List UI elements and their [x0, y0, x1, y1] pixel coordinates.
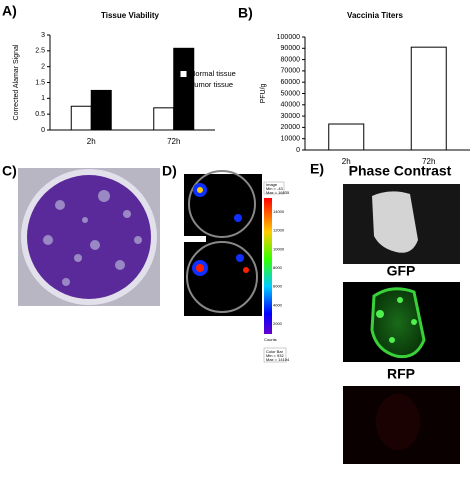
y-tick-label: 2.5	[35, 48, 45, 55]
colorbar-text: Max = 14104	[266, 357, 290, 362]
rfp-image	[343, 386, 460, 464]
x-tick-label: 2h	[87, 137, 96, 146]
panel-label: A)	[2, 3, 17, 19]
y-tick-label: 60000	[281, 79, 301, 86]
image-label: GFP	[387, 263, 416, 279]
y-tick-label: 2	[41, 64, 45, 71]
y-axis-label: PFU/g	[260, 83, 267, 103]
y-tick-label: 100000	[277, 34, 300, 41]
colorbar-tick: 2000	[273, 321, 283, 326]
y-tick-label: 0	[296, 147, 300, 154]
y-tick-label: 1	[41, 95, 45, 102]
bar	[90, 89, 112, 131]
panel-label: C)	[2, 163, 17, 179]
plaque-dish-image	[18, 168, 160, 306]
colorbar-text: Min = -43	[266, 186, 284, 191]
colorbar-tick: 14000	[273, 209, 285, 214]
chart-title: Vaccinia Titers	[347, 11, 403, 20]
colorbar-text: Counts	[264, 337, 277, 342]
x-tick-label: 2h	[342, 157, 351, 166]
y-tick-label: 40000	[281, 102, 301, 109]
y-tick-label: 50000	[281, 90, 301, 97]
colorbar-tick: 10000	[273, 246, 285, 251]
phase-contrast-image	[343, 184, 460, 264]
colorbar-text: Max = 16635	[266, 190, 290, 195]
colorbar-text: Color Bar	[266, 349, 284, 354]
legend-swatch	[179, 81, 188, 89]
image-label: Phase Contrast	[349, 163, 452, 179]
panel-label: D)	[162, 163, 177, 179]
y-tick-label: 3	[41, 32, 45, 39]
panel-label: B)	[238, 5, 253, 21]
colorbar-tick: 8000	[273, 265, 283, 270]
bioluminescence-image	[184, 170, 262, 316]
y-tick-label: 70000	[281, 68, 301, 75]
colorbar-text: Image	[266, 182, 278, 187]
y-tick-label: 30000	[281, 113, 301, 120]
bar	[328, 123, 365, 151]
image-label: RFP	[387, 366, 415, 382]
bar	[410, 46, 447, 151]
y-tick-label: 0	[41, 127, 45, 134]
legend-swatch	[179, 70, 188, 78]
colorbar-tick: 4000	[273, 302, 283, 307]
panel-label: E)	[310, 161, 324, 177]
y-axis-label: Corrected Alamar Signal	[13, 44, 20, 120]
gfp-image	[343, 282, 460, 362]
y-tick-label: 80000	[281, 56, 301, 63]
colorbar-tick: 6000	[273, 284, 283, 289]
x-tick-label: 72h	[167, 137, 180, 146]
bar	[153, 107, 175, 131]
colorbar-tick: 12000	[273, 228, 285, 233]
legend-label: Tumor tissue	[190, 80, 233, 89]
y-tick-label: 90000	[281, 45, 301, 52]
x-tick-label: 72h	[422, 157, 435, 166]
colorbar: Image Min = -43 Max = 16635 14000 12000 10…	[263, 181, 290, 363]
bar	[173, 47, 195, 131]
chart-title: Tissue Viability	[101, 11, 160, 20]
colorbar-text: Min = 932	[266, 353, 284, 358]
y-tick-label: 0.5	[35, 111, 45, 118]
y-tick-label: 10000	[281, 136, 301, 143]
legend-label: Normal tissue	[190, 69, 236, 78]
y-tick-label: 20000	[281, 124, 301, 131]
y-tick-label: 1.5	[35, 79, 45, 86]
bar	[70, 105, 92, 131]
